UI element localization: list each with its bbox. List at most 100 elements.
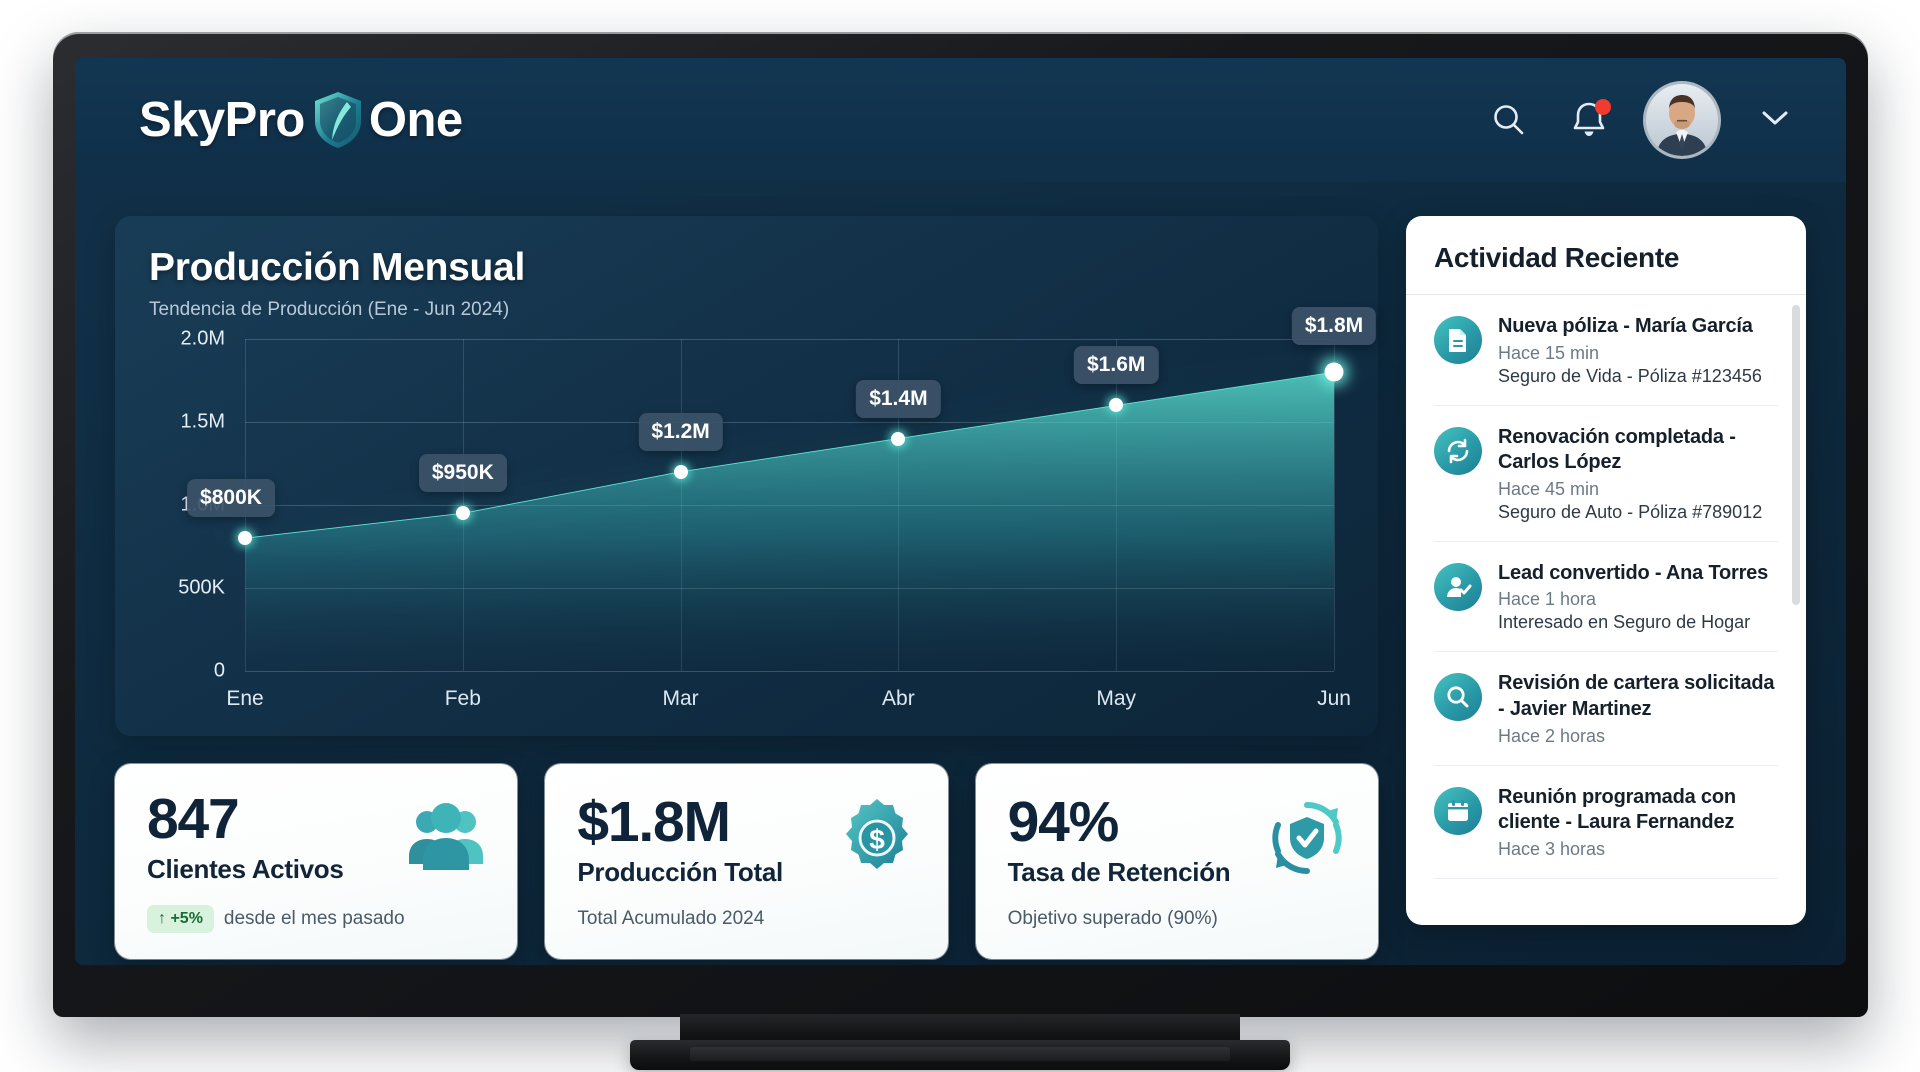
- activity-item-title: Renovación completada - Carlos López: [1498, 425, 1736, 474]
- kpi-text-block: 847 Clientes Activos: [147, 790, 344, 885]
- header-actions: [1486, 84, 1798, 156]
- activity-item-body: Revisión de cartera solicitada - Javier …: [1498, 671, 1778, 746]
- activity-item-body: Reunión programada con cliente - Laura F…: [1498, 785, 1778, 860]
- chart-gridline: [245, 671, 1334, 672]
- kpi-footer: ↑ +5% desde el mes pasado: [147, 905, 487, 934]
- chart-point-label: $1.6M: [1074, 346, 1159, 385]
- activity-scrollbar[interactable]: [1792, 305, 1800, 605]
- recent-activity-card: Actividad Reciente Nueva póliza - María …: [1406, 216, 1806, 925]
- kpi-card-row: 847 Clientes Activos ↑ +5% desde el mes pas…: [115, 764, 1378, 960]
- chart-title: Producción Mensual: [149, 246, 525, 289]
- users-group-icon: [409, 803, 484, 870]
- kpi-value: 94%: [1007, 790, 1120, 854]
- activity-item[interactable]: Reunión programada con cliente - Laura F…: [1434, 766, 1778, 879]
- kpi-value: 847: [147, 787, 240, 851]
- activity-item-meta: Seguro de Vida - Póliza #123456: [1498, 365, 1762, 386]
- chart-point-label: $1.8M: [1291, 307, 1377, 346]
- activity-item-title: Revisión de cartera solicitada - Javier …: [1498, 672, 1775, 720]
- chart-data-point[interactable]: [455, 506, 470, 521]
- dashboard-main-column: Producción Mensual Tendencia de Producci…: [115, 216, 1378, 960]
- app-logo[interactable]: SkyPro One: [139, 90, 463, 150]
- production-chart-card: Producción Mensual Tendencia de Producci…: [115, 216, 1378, 736]
- activity-item-icon: [1434, 673, 1482, 722]
- svg-text:$: $: [869, 824, 885, 855]
- chart-series-production: [245, 339, 1334, 671]
- chart-gridline: [245, 422, 1334, 423]
- chart-point-label: $1.2M: [638, 412, 723, 451]
- chart-data-point[interactable]: [1324, 362, 1344, 382]
- search-circle-icon: [1447, 686, 1469, 708]
- chart-x-tick: May: [1096, 687, 1137, 710]
- dashboard-body: Producción Mensual Tendencia de Producci…: [75, 182, 1846, 965]
- activity-item-meta: Seguro de Auto - Póliza #789012: [1498, 501, 1763, 522]
- kpi-card[interactable]: 94% Tasa de Retención Objetivo superado (9…: [975, 764, 1378, 960]
- activity-item[interactable]: Renovación completada - Carlos López Hace…: [1434, 406, 1778, 542]
- activity-item[interactable]: Revisión de cartera solicitada - Javier …: [1434, 652, 1778, 766]
- chart-y-tick: 500K: [178, 576, 225, 599]
- kpi-text-block: 94% Tasa de Retención: [1008, 793, 1231, 888]
- kpi-footer: Total Acumulado 2024: [577, 908, 917, 930]
- chart-y-tick: 2.0M: [180, 327, 225, 350]
- kpi-top: 94% Tasa de Retención: [1008, 793, 1348, 888]
- activity-item-time: Hace 45 min: [1498, 478, 1600, 499]
- chart-x-tick: Jun: [1317, 687, 1351, 710]
- activity-list[interactable]: Nueva póliza - María García Hace 15 min Se…: [1406, 295, 1806, 925]
- monitor-stand-base: [630, 1040, 1290, 1070]
- chart-x-tick: Feb: [444, 687, 481, 710]
- monitor-body: SkyPro One: [53, 32, 1868, 1017]
- chart-y-tick: 1.5M: [180, 410, 225, 433]
- kpi-foot-text: desde el mes pasado: [223, 908, 405, 930]
- chart-data-point[interactable]: [1109, 398, 1124, 413]
- gear-dollar-icon: $: [845, 799, 908, 869]
- activity-item-icon: [1434, 426, 1482, 475]
- activity-item-body: Nueva póliza - María García Hace 15 min Se…: [1498, 314, 1778, 387]
- kpi-footer: Objetivo superado (90%): [1008, 908, 1348, 930]
- chart-point-label: $800K: [187, 479, 275, 518]
- kpi-text-block: $1.8M Producción Total: [577, 793, 783, 888]
- chart-subtitle: Tendencia de Producción (Ene - Jun 2024): [149, 299, 510, 320]
- activity-item-body: Renovación completada - Carlos López Hace…: [1498, 425, 1778, 523]
- screen: SkyPro One: [75, 58, 1846, 965]
- chart-data-point[interactable]: [891, 431, 906, 446]
- chart-data-point[interactable]: [238, 531, 252, 546]
- activity-title: Actividad Reciente: [1434, 242, 1680, 273]
- chart-y-tick: 0: [213, 659, 225, 682]
- search-button[interactable]: [1486, 97, 1532, 143]
- activity-column: Actividad Reciente Nueva póliza - María …: [1406, 216, 1806, 925]
- chart-x-tick: Mar: [662, 687, 699, 710]
- chart-data-point[interactable]: [673, 464, 688, 479]
- kpi-label: Producción Total: [577, 857, 783, 888]
- chart-x-tick: Ene: [226, 687, 264, 710]
- chart-x-tick: Abr: [882, 687, 915, 710]
- activity-item-time: Hace 2 horas: [1498, 725, 1606, 746]
- avatar[interactable]: [1646, 84, 1718, 156]
- user-check-icon: [1447, 576, 1472, 597]
- document-icon: [1449, 329, 1466, 352]
- kpi-card[interactable]: $1.8M Producción Total $ Total Acumulado 20…: [545, 764, 948, 960]
- refresh-icon: [1447, 438, 1469, 463]
- notification-badge: [1595, 99, 1611, 115]
- kpi-label: Tasa de Retención: [1007, 857, 1231, 888]
- chart-x-axis: Ene Feb Mar Abr May Jun: [226, 687, 1351, 717]
- kpi-card[interactable]: 847 Clientes Activos ↑ +5% desde el mes pas…: [115, 764, 518, 960]
- logo-text-skypro: SkyPro: [139, 93, 305, 147]
- chart-point-label: $950K: [418, 454, 507, 493]
- kpi-top: $1.8M Producción Total $: [577, 793, 917, 888]
- chart-line: [245, 372, 1334, 538]
- notifications-button[interactable]: [1566, 97, 1612, 143]
- account-chevron-button[interactable]: [1752, 100, 1798, 141]
- chart-vertical-gridline: [1334, 339, 1335, 671]
- chart-vertical-gridline: [462, 339, 464, 671]
- kpi-label: Clientes Activos: [147, 854, 344, 885]
- chevron-down-icon: [1762, 111, 1788, 124]
- shield-refresh-icon: [1272, 801, 1342, 875]
- chart-plot-area[interactable]: $800K $950K $1.2M $1.4M $1.6M $1.8M: [187, 307, 1377, 672]
- chart-gridline: [245, 339, 1334, 340]
- user-avatar: [1646, 84, 1718, 156]
- activity-item[interactable]: Lead convertido - Ana Torres Hace 1 hora I…: [1434, 542, 1778, 653]
- activity-item[interactable]: Nueva póliza - María García Hace 15 min Se…: [1434, 295, 1778, 406]
- logo-text-one: One: [368, 93, 463, 147]
- kpi-value: $1.8M: [577, 790, 731, 854]
- kpi-foot-text: Total Acumulado 2024: [577, 908, 765, 930]
